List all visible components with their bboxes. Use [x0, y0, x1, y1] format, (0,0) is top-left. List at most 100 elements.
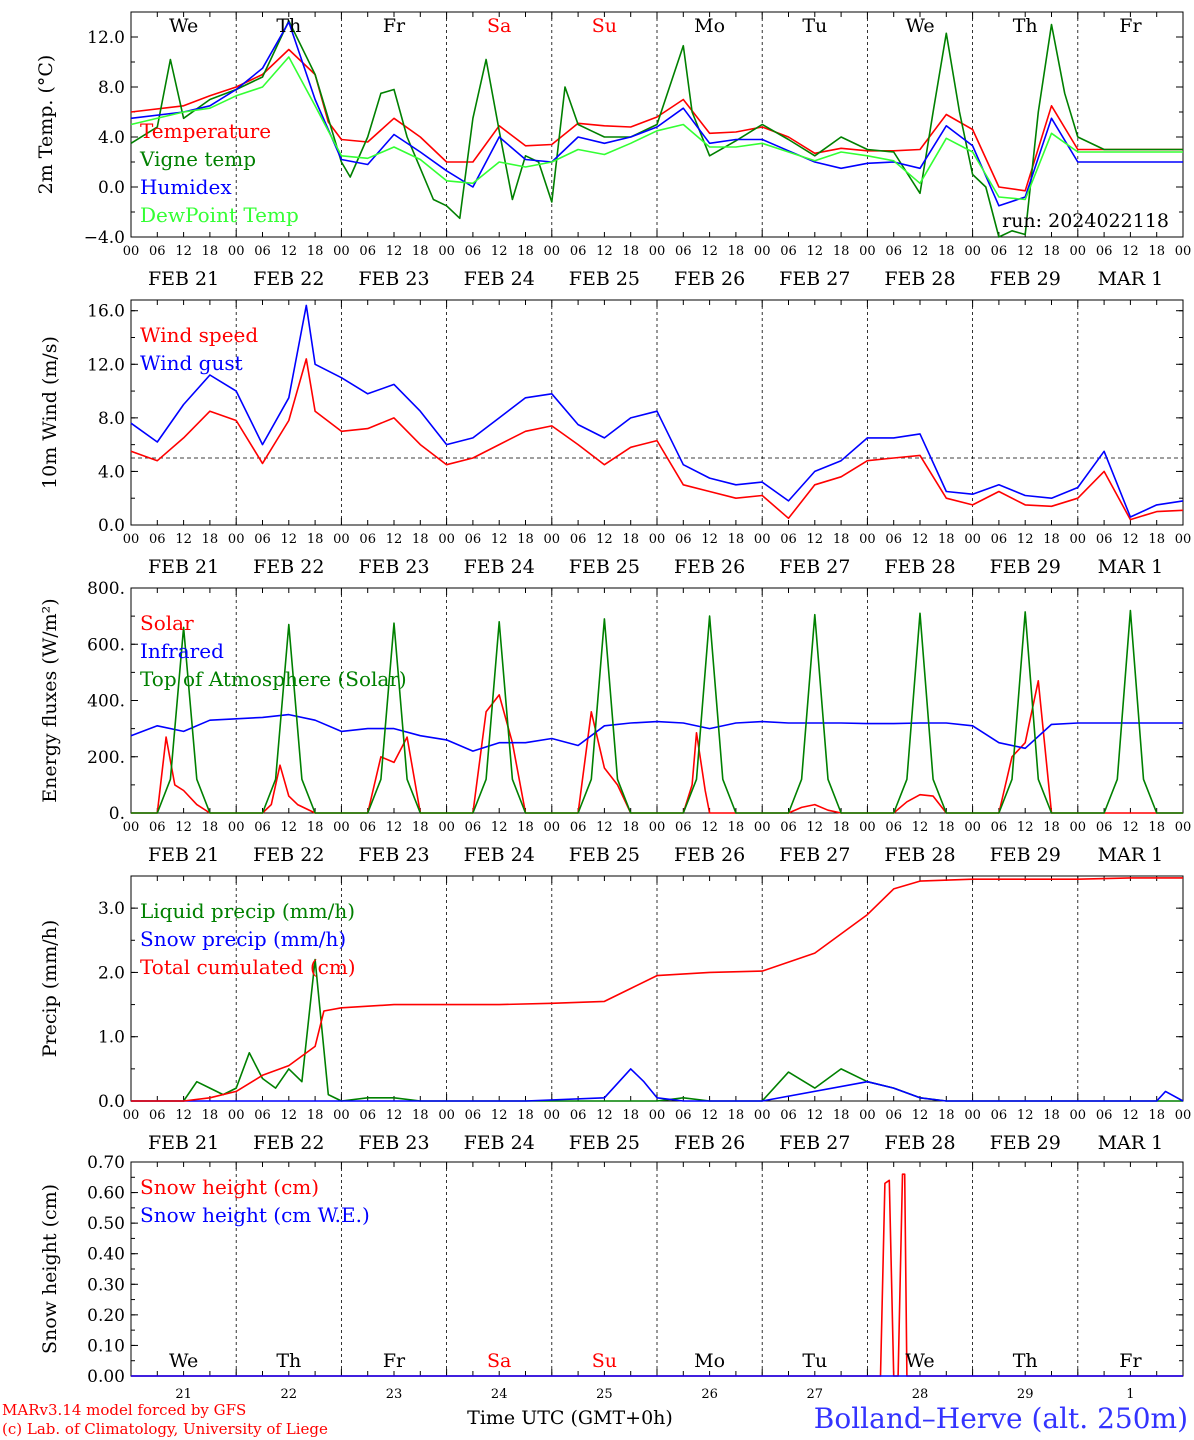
hour-tick-label: 18 — [622, 532, 639, 547]
hour-tick-label: 06 — [885, 532, 902, 547]
footer-credit-lab: (c) Lab. of Climatology, University of L… — [2, 1420, 328, 1438]
day-number-label: 25 — [596, 1387, 613, 1402]
hour-tick-label: 12 — [1122, 1108, 1139, 1123]
weekday-label: Th — [276, 1350, 301, 1372]
hour-tick-label: 12 — [807, 532, 824, 547]
date-label: FEB 27 — [779, 556, 850, 578]
date-label: FEB 26 — [674, 844, 745, 866]
hour-tick-label: 00 — [123, 244, 140, 259]
hour-tick-label: 12 — [281, 820, 298, 835]
weekday-label: Tu — [802, 15, 827, 37]
y-axis-label: 2m Temp. (°C) — [35, 55, 57, 195]
day-number-label: 1 — [1126, 1387, 1134, 1402]
hour-tick-label: 06 — [675, 244, 692, 259]
y-tick-label: 200. — [87, 748, 125, 768]
weekday-label: We — [169, 15, 198, 37]
legend-entry: Wind speed — [140, 323, 258, 347]
hour-tick-label: 12 — [701, 820, 718, 835]
date-label: FEB 24 — [464, 268, 535, 290]
hour-tick-label: 00 — [1175, 1108, 1192, 1123]
hour-tick-label: 12 — [912, 532, 929, 547]
date-label: FEB 23 — [358, 1132, 429, 1154]
hour-tick-label: 12 — [491, 244, 508, 259]
weekday-label: We — [169, 1350, 198, 1372]
hour-tick-label: 18 — [1148, 244, 1165, 259]
date-label: FEB 27 — [779, 1132, 850, 1154]
hour-tick-label: 00 — [754, 532, 771, 547]
hour-tick-label: 12 — [281, 532, 298, 547]
hour-tick-label: 06 — [991, 820, 1008, 835]
date-label: FEB 29 — [990, 844, 1061, 866]
hour-tick-label: 18 — [202, 532, 219, 547]
hour-tick-label: 00 — [754, 1108, 771, 1123]
panel-precipitation: 0.0 1.0 2.0 3.0 Precip (mm/h) Liquid precip (… — [39, 875, 1192, 1154]
panel-energy-fluxes: 0. 200. 400. 600. 800. Energy fluxes (W/m²) So… — [39, 579, 1191, 866]
y-axis-label: Precip (mm/h) — [39, 920, 61, 1058]
hour-tick-label: 12 — [1122, 820, 1139, 835]
hour-tick-label: 00 — [964, 820, 981, 835]
y-tick-label: 1.0 — [98, 1028, 125, 1048]
y-tick-label: 0.40 — [87, 1245, 125, 1265]
weekday-label: We — [905, 1350, 934, 1372]
date-label: FEB 24 — [464, 1132, 535, 1154]
hour-tick-label: 00 — [333, 1108, 350, 1123]
hour-tick-label: 00 — [1070, 532, 1087, 547]
date-label: FEB 21 — [148, 556, 219, 578]
hour-tick-label: 18 — [1148, 1108, 1165, 1123]
weekday-label: Sa — [487, 15, 511, 37]
hour-tick-label: 06 — [254, 244, 271, 259]
hour-tick-label: 06 — [254, 1108, 271, 1123]
hour-tick-label: 12 — [1017, 532, 1034, 547]
y-tick-label: 0.50 — [87, 1214, 125, 1234]
hour-tick-label: 06 — [570, 244, 587, 259]
hour-tick-label: 18 — [412, 532, 429, 547]
hour-tick-label: 12 — [701, 244, 718, 259]
hour-tick-label: 00 — [1175, 820, 1192, 835]
y-tick-label: 12.0 — [87, 355, 125, 375]
date-label: MAR 1 — [1098, 556, 1164, 578]
y-tick-label: −4.0 — [84, 228, 125, 248]
hour-tick-label: 18 — [307, 244, 324, 259]
hour-tick-label: 12 — [281, 244, 298, 259]
legend-entry: Snow height (cm) — [140, 1175, 319, 1199]
hour-tick-label: 18 — [1043, 244, 1060, 259]
run-annotation: run: 2024022118 — [1002, 210, 1169, 232]
y-tick-label: 0.60 — [87, 1184, 125, 1204]
hour-tick-label: 00 — [544, 532, 561, 547]
y-tick-label: 800. — [87, 579, 125, 599]
hour-tick-label: 18 — [833, 820, 850, 835]
series-line — [130, 358, 1184, 521]
date-label: FEB 29 — [990, 556, 1061, 578]
hour-tick-label: 12 — [1122, 532, 1139, 547]
hour-tick-label: 06 — [570, 532, 587, 547]
date-label: MAR 1 — [1098, 268, 1164, 290]
hour-tick-label: 00 — [649, 1108, 666, 1123]
hour-tick-label: 00 — [754, 244, 771, 259]
date-label: FEB 29 — [990, 268, 1061, 290]
legend-entry: Infrared — [140, 639, 224, 663]
hour-tick-label: 12 — [386, 532, 403, 547]
hour-tick-label: 06 — [1096, 820, 1113, 835]
weekday-label: Th — [276, 15, 301, 37]
date-label: FEB 24 — [464, 556, 535, 578]
hour-tick-label: 06 — [465, 1108, 482, 1123]
hour-tick-label: 00 — [228, 532, 245, 547]
hour-tick-label: 00 — [544, 820, 561, 835]
hour-tick-label: 18 — [938, 244, 955, 259]
panel-snow-height: 0.00 0.10 0.20 0.30 0.40 0.50 0.60 0.70 Snow hei… — [39, 1153, 1184, 1402]
hour-tick-label: 06 — [465, 532, 482, 547]
hour-tick-label: 00 — [123, 532, 140, 547]
date-label: MAR 1 — [1098, 1132, 1164, 1154]
hour-tick-label: 00 — [964, 244, 981, 259]
hour-tick-label: 06 — [149, 820, 166, 835]
y-tick-label: 0.70 — [87, 1153, 125, 1173]
hour-tick-label: 18 — [938, 1108, 955, 1123]
day-number-label: 23 — [386, 1387, 403, 1402]
series-line — [130, 304, 1184, 518]
hour-tick-label: 06 — [675, 532, 692, 547]
hour-tick-label: 06 — [149, 1108, 166, 1123]
panel-wind: 0.0 4.0 8.0 12.0 16.0 10m Wind (m/s) Wind spee… — [39, 299, 1191, 578]
hour-tick-label: 00 — [544, 244, 561, 259]
y-tick-label: 3.0 — [98, 899, 125, 919]
weekday-label: Tu — [802, 1350, 827, 1372]
